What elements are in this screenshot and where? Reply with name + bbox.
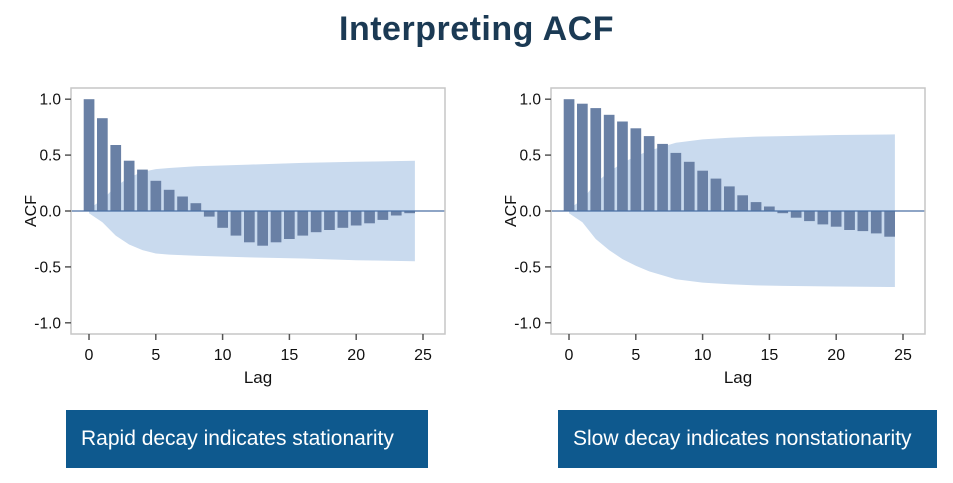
acf-bar — [790, 211, 802, 218]
acf-bar — [750, 202, 762, 211]
acf-bar — [577, 103, 588, 211]
acf-bar — [830, 211, 842, 227]
acf-bar — [324, 211, 335, 230]
acf-bar — [177, 196, 188, 211]
y-tick-label: 1.0 — [39, 92, 61, 109]
x-tick-label: 15 — [281, 347, 299, 364]
y-tick-label: -1.0 — [34, 315, 61, 332]
acf-bar — [150, 180, 162, 211]
acf-bar — [230, 211, 242, 236]
acf-bars — [563, 99, 895, 237]
acf-bar — [844, 211, 855, 230]
acf-bar — [377, 211, 389, 220]
y-tick-label: 0.5 — [39, 148, 61, 165]
acf-bar — [617, 121, 628, 211]
acf-bar — [110, 145, 122, 211]
acf-bar — [257, 211, 268, 246]
acf-bar — [590, 108, 602, 211]
caption-text-stationarity: Rapid decay indicates stationarity — [81, 427, 394, 450]
acf-bar — [817, 211, 829, 225]
x-tick-label: 5 — [151, 347, 160, 364]
y-tick-label: -1.0 — [514, 315, 541, 332]
x-axis-title: Lag — [244, 368, 272, 387]
acf-bar — [724, 186, 735, 211]
y-axis: 1.0 0.5 0.0 -0.5 -1.0 — [514, 92, 551, 332]
x-tick-label: 5 — [631, 347, 640, 364]
acf-bar — [123, 160, 135, 211]
acf-bar — [777, 211, 789, 214]
caption-text-nonstationarity: Slow decay indicates nonstationarity — [573, 427, 912, 450]
acf-slow-decay-svg: 1.0 0.5 0.0 -0.5 -1.0 0 5 10 15 20 25 Lag ACF — [503, 87, 926, 387]
acf-bar — [137, 169, 148, 211]
acf-bar — [683, 161, 695, 211]
x-tick-label: 10 — [214, 347, 232, 364]
acf-chart-nonstationary: 1.0 0.5 0.0 -0.5 -1.0 0 5 10 15 20 25 Lag ACF — [501, 78, 941, 392]
acf-bar — [244, 211, 255, 243]
x-tick-label: 0 — [565, 347, 574, 364]
acf-bar — [163, 189, 175, 211]
y-axis-title: ACF — [503, 195, 520, 227]
acf-bar — [603, 114, 615, 211]
acf-bar — [804, 211, 815, 222]
caption-banner-stationarity: Rapid decay indicates stationarity — [66, 410, 428, 468]
x-axis: 0 5 10 15 20 25 — [85, 334, 432, 364]
x-tick-label: 20 — [827, 347, 845, 364]
acf-rapid-decay-svg: 1.0 0.5 0.0 -0.5 -1.0 0 5 10 15 20 25 Lag ACF — [23, 87, 446, 387]
acf-bar — [337, 211, 349, 228]
y-tick-label: 0.0 — [519, 204, 541, 221]
y-tick-label: 0.0 — [39, 204, 61, 221]
acf-bar — [630, 128, 642, 211]
acf-bar — [884, 211, 895, 237]
y-tick-label: -0.5 — [514, 259, 541, 276]
acf-bar — [870, 211, 882, 234]
acf-bar — [737, 195, 748, 211]
acf-bar — [670, 152, 682, 211]
acf-bar — [764, 206, 775, 211]
acf-bar — [310, 211, 322, 233]
x-tick-label: 15 — [761, 347, 779, 364]
y-tick-label: 0.5 — [519, 148, 541, 165]
y-axis-title: ACF — [23, 195, 40, 227]
page-title: Interpreting ACF — [339, 10, 614, 48]
acf-bars — [83, 99, 415, 246]
acf-bar — [217, 211, 228, 228]
acf-bar — [83, 99, 95, 211]
x-tick-label: 25 — [894, 347, 912, 364]
x-tick-label: 20 — [347, 347, 365, 364]
y-axis: 1.0 0.5 0.0 -0.5 -1.0 — [34, 92, 71, 332]
acf-bar — [643, 136, 655, 211]
acf-bar — [364, 211, 375, 224]
acf-bar — [297, 211, 309, 236]
y-tick-label: 1.0 — [519, 92, 541, 109]
acf-bar — [857, 211, 869, 232]
caption-banner-nonstationarity: Slow decay indicates nonstationarity — [558, 410, 937, 468]
x-axis-title: Lag — [724, 368, 752, 387]
x-tick-label: 10 — [694, 347, 712, 364]
acf-bar — [563, 99, 575, 211]
x-axis: 0 5 10 15 20 25 — [565, 334, 912, 364]
acf-bar — [203, 211, 215, 217]
acf-bar — [350, 211, 362, 226]
acf-chart-stationary: 1.0 0.5 0.0 -0.5 -1.0 0 5 10 15 20 25 Lag ACF — [21, 78, 461, 392]
acf-bar — [97, 118, 108, 211]
acf-bar — [284, 211, 295, 239]
acf-bar — [390, 211, 402, 216]
acf-bar — [710, 178, 722, 211]
acf-bar — [657, 143, 668, 211]
x-tick-label: 0 — [85, 347, 94, 364]
acf-bar — [270, 211, 282, 243]
acf-bar — [697, 170, 708, 211]
y-tick-label: -0.5 — [34, 259, 61, 276]
x-tick-label: 25 — [414, 347, 432, 364]
acf-bar — [190, 203, 202, 211]
acf-bar — [404, 211, 415, 214]
